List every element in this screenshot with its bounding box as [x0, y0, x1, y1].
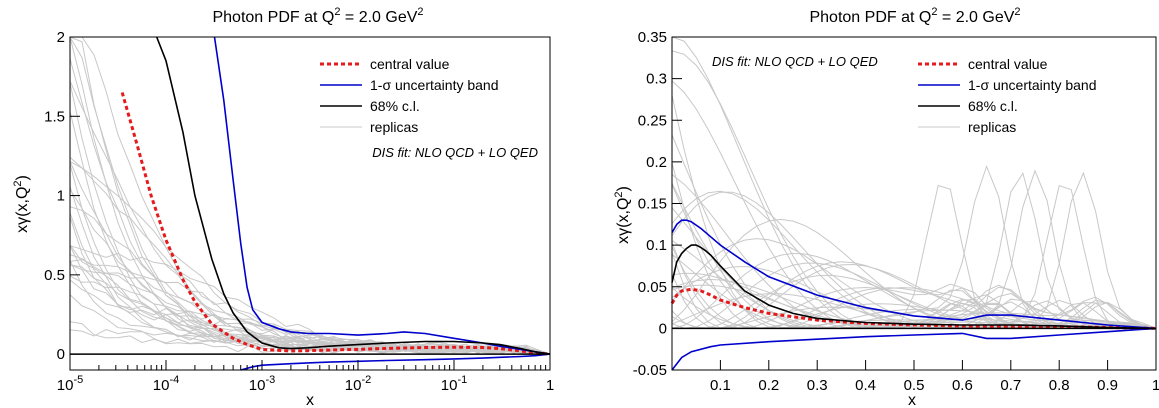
right-ytick-label: 0.2: [646, 154, 667, 171]
right-replica-curve: [671, 134, 1157, 329]
right-fit-note: DIS fit: NLO QCD + LO QED: [712, 54, 878, 69]
left-series-group: [120, 36, 551, 371]
right-ytick-label: 0: [659, 320, 667, 337]
right-ytick-label: 0.15: [638, 196, 667, 213]
right-68-c-l--line: [671, 244, 1157, 330]
left-xtick-label: 10-3: [249, 374, 275, 394]
right-replica-curve: [671, 169, 1157, 329]
left-replica-curve: [69, 111, 551, 355]
right-xtick-label: 0.3: [807, 377, 828, 394]
left-legend-label: 68% c.l.: [370, 98, 420, 114]
right-xtick-label: 0.2: [758, 377, 779, 394]
left-axes-group: 0 0.5 1 1.5 2 10-5 10-4 10-3 10-2 10-1 1: [44, 29, 554, 394]
left-xtick-label: 10-2: [345, 374, 371, 394]
left-ytick-label: 1.5: [44, 108, 65, 125]
right-xtick-label: 0.9: [1097, 377, 1118, 394]
left-replica-curve: [69, 244, 551, 355]
left-ylabel: xγ(x,Q2): [12, 175, 31, 233]
left-xtick-label: 10-1: [441, 374, 467, 394]
right-xtick-label: 0.1: [710, 377, 731, 394]
left-xtick-label: 1: [546, 377, 554, 394]
left-replica-curve: [69, 36, 551, 355]
right-panel: Photon PDF at Q2 = 2.0 GeV2 -0.05 0 0.05 0.…: [613, 6, 1159, 408]
left-xlabel: x: [306, 392, 314, 408]
right-ylabel: xγ(x,Q2): [613, 186, 632, 244]
right-axes-group: -0.05 0 0.05 0.1 0.15 0.2 0.25 0.3 0.35 0.1 0.2 0.3…: [633, 29, 1159, 394]
left-legend-label: 1-σ uncertainty band: [370, 77, 499, 93]
left-xtick-label: 10-5: [57, 374, 83, 394]
right-xlabel: x: [908, 392, 916, 408]
left-1-uncertainty-band-upper-line: [213, 36, 551, 355]
right-1-uncertainty-band-lower-line: [671, 327, 1157, 371]
right-replica-curve: [671, 238, 1157, 329]
right-xtick-label: 0.7: [1000, 377, 1021, 394]
left-replica-curve: [69, 212, 551, 355]
right-xtick-label: 0.6: [952, 377, 973, 394]
left-chart-title: Photon PDF at Q2 = 2.0 GeV2: [212, 6, 423, 26]
right-replica-curve: [671, 172, 1157, 329]
right-xtick-label: 0.8: [1049, 377, 1070, 394]
right-ytick-label: -0.05: [633, 362, 667, 379]
left-plot-frame: [69, 36, 551, 371]
left-legend-label: replicas: [370, 119, 418, 135]
right-replica-curve: [671, 184, 1157, 329]
right-xtick-label: 0.5: [904, 377, 925, 394]
right-legend-label: central value: [968, 56, 1048, 72]
left-ytick-label: 0: [57, 346, 65, 363]
left-fit-note: DIS fit: NLO QCD + LO QED: [372, 145, 538, 160]
right-ytick-label: 0.1: [646, 237, 667, 254]
right-replica-curve: [671, 253, 1157, 329]
left-replica-curve: [69, 80, 551, 355]
left-xtick-label: 10-4: [153, 374, 179, 394]
right-ytick-label: 0.05: [638, 279, 667, 296]
right-replica-curve: [671, 265, 1157, 329]
left-replica-curve: [69, 259, 551, 355]
right-series-group: [670, 219, 1157, 371]
right-1-uncertainty-band-upper-line: [671, 219, 1157, 330]
right-xtick-label: 0.4: [855, 377, 876, 394]
right-legend-label: 68% c.l.: [968, 98, 1018, 114]
left-68-c-l--line: [155, 36, 551, 355]
left-legend: central value 1-σ uncertainty band 68% c.l…: [320, 56, 499, 135]
right-ytick-label: 0.35: [638, 29, 667, 46]
left-legend-label: central value: [370, 56, 450, 72]
right-chart-title: Photon PDF at Q2 = 2.0 GeV2: [809, 6, 1020, 26]
left-panel: Photon PDF at Q2 = 2.0 GeV2 0 0.5 1 1.5 2 10-…: [12, 6, 554, 408]
left-ytick-label: 2: [57, 29, 65, 46]
left-1-uncertainty-band-lower-line: [240, 353, 551, 371]
left-ytick-label: 0.5: [44, 267, 65, 284]
right-xtick-label: 1: [1152, 377, 1159, 394]
right-legend-label: 1-σ uncertainty band: [968, 77, 1097, 93]
right-ytick-label: 0.25: [638, 112, 667, 129]
left-central-value-line: [120, 92, 551, 356]
left-ytick-label: 1: [57, 188, 65, 205]
right-central-value-line: [670, 287, 1157, 330]
right-replica-curve: [671, 184, 1157, 329]
right-legend: central value 1-σ uncertainty band 68% c.l…: [918, 56, 1097, 135]
right-ytick-label: 0.3: [646, 71, 667, 88]
right-legend-label: replicas: [968, 119, 1016, 135]
